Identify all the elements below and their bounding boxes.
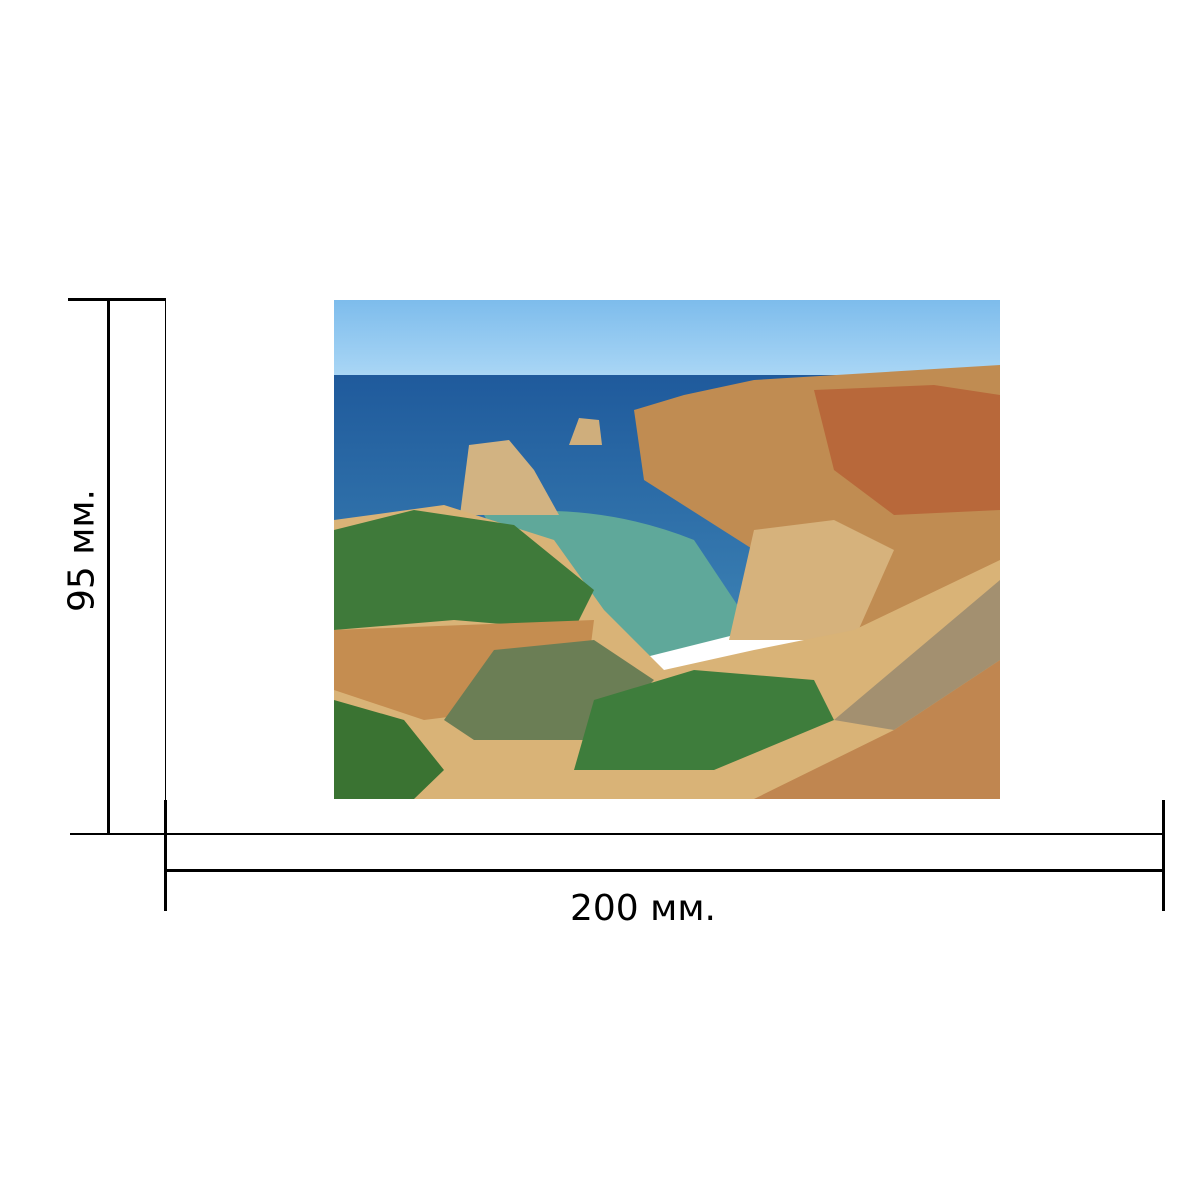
height-dimension-line [107,300,110,834]
width-label: 200 мм. [570,888,716,929]
height-extension-line [165,300,166,834]
height-label: 95 мм. [61,489,103,613]
product-photo [334,300,1000,799]
width-left-tick [164,800,167,911]
width-right-tick [1162,800,1165,911]
width-dimension-line [165,869,1164,872]
height-top-tick [68,298,166,301]
bottom-extension-line [70,833,1164,835]
